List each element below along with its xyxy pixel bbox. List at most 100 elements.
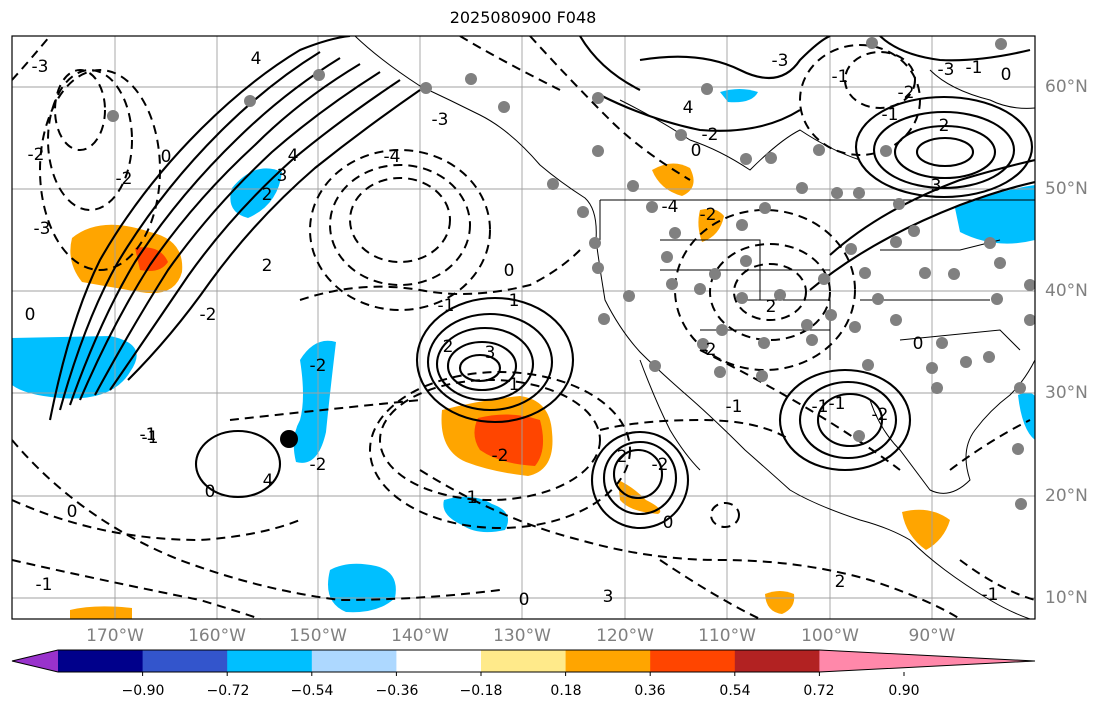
contour-label: 2 [262, 256, 273, 276]
lon-label: 170°W [86, 626, 144, 646]
red-area-west [135, 247, 168, 271]
contour-label-group: 4 -3 -2 0 -3 -2 0 -1 0 -1 -3 2 -4 -2 -1 … [25, 49, 1012, 610]
contour-label: 4 [263, 471, 274, 491]
contour-label: -3 [34, 219, 51, 239]
lon-label: 110°W [698, 626, 756, 646]
contour-label: 0 [67, 502, 78, 522]
colorbar-tick-label: −0.90 [121, 683, 165, 699]
map-panel [12, 36, 1035, 619]
contour-label: -2 [898, 83, 915, 103]
contour-label: -4 [662, 197, 679, 217]
blue-area-hawaii-north [293, 340, 336, 463]
contour-label: -3 [432, 110, 449, 130]
lon-label: 150°W [289, 626, 347, 646]
contour-label: 3 [485, 343, 496, 363]
lat-label: 50°N [1045, 179, 1088, 199]
orange-area-pacific-small [765, 591, 795, 614]
colorbar-tick-label: 0.90 [888, 683, 920, 699]
contour-label: 0 [691, 141, 702, 161]
colorbar-tick-label: −0.54 [290, 683, 334, 699]
colorbar-segment [650, 650, 736, 672]
colorbar-segment [396, 650, 482, 672]
contour-label: -1 [726, 397, 743, 417]
contour-label: -2 [310, 356, 327, 376]
contour-label: 0 [519, 590, 530, 610]
blue-area-hudson [720, 89, 758, 103]
contour-label: 4 [251, 49, 262, 69]
contour-label: -2 [700, 205, 717, 225]
lat-label: 20°N [1045, 486, 1088, 506]
colorbar-segment [142, 650, 228, 672]
blue-area-west [12, 336, 137, 399]
colorbar-segment [227, 650, 313, 672]
contour-label: 2 [443, 337, 454, 357]
lon-label: 160°W [188, 626, 246, 646]
contour-label: 2 [262, 185, 273, 205]
contour-label: 4 [288, 146, 299, 166]
colorbar-segment [565, 650, 651, 672]
contour-label: -2 [702, 125, 719, 145]
contour-label: 2 [766, 297, 777, 317]
contours-dashed [12, 36, 1035, 619]
contour-label: 1 [509, 291, 520, 311]
colorbar-tick-label: 0.72 [803, 683, 835, 699]
station-points [107, 37, 1035, 510]
colorbar-segment [481, 650, 567, 672]
colorbar-tick-label: −0.18 [459, 683, 503, 699]
contour-label: -1 [832, 67, 849, 87]
lat-label: 30°N [1045, 383, 1088, 403]
contour-label: -2 [28, 145, 45, 165]
contour-label: 4 [683, 98, 694, 118]
contour-label: -4 [384, 147, 401, 167]
contour-label: 0 [913, 334, 924, 354]
contour-label: 3 [931, 176, 942, 196]
colorbar-tick-label: 0.18 [550, 683, 582, 699]
lat-label: 10°N [1045, 588, 1088, 608]
orange-area-plains [698, 208, 724, 242]
contour-label: 0 [504, 261, 515, 281]
contour-label: -2 [116, 169, 133, 189]
contours-solid [48, 36, 1035, 530]
lat-label: 60°N [1045, 77, 1088, 97]
colorbar-extend-low [12, 650, 58, 672]
contour-label: -3 [772, 51, 789, 71]
contour-label: 3 [277, 166, 288, 186]
contour-label: -3 [32, 57, 49, 77]
colorbar-tick-label: 0.36 [634, 683, 666, 699]
lon-label: 140°W [391, 626, 449, 646]
lon-label: 120°W [596, 626, 654, 646]
contour-label: -1 [36, 575, 53, 595]
contour-label: 0 [1001, 65, 1012, 85]
contour-label: -1 [438, 296, 455, 316]
contour-label: -1 [142, 428, 159, 448]
contour-label: 2 [835, 572, 846, 592]
blue-area-east-coast [1018, 392, 1035, 440]
lon-label: 130°W [493, 626, 551, 646]
contour-label: -2 [310, 455, 327, 475]
red-area-central [474, 414, 544, 466]
contour-label: -1 [829, 394, 846, 414]
contour-label: -1 [140, 425, 157, 445]
lon-label: 100°W [801, 626, 859, 646]
contour-label: -2 [652, 455, 669, 475]
contour-label: -2 [492, 446, 509, 466]
contour-label: 3 [603, 587, 614, 607]
lon-label: 90°W [908, 626, 956, 646]
map-frame [11, 35, 1036, 620]
colorbar [11, 649, 1036, 676]
orange-area-mexico [902, 509, 950, 550]
contour-label: -1 [812, 397, 829, 417]
colorbar-extend-high [819, 650, 1035, 672]
contour-label: 1 [509, 375, 520, 395]
contour-label: -2 [700, 340, 717, 360]
anomaly-shading [12, 89, 1035, 619]
contour-label: 1 [467, 488, 478, 508]
contour-label: 2 [939, 116, 950, 136]
blue-area-south [443, 496, 509, 533]
contour-label: -1 [982, 585, 999, 605]
contour-label: -2 [200, 305, 217, 325]
colorbar-tick-label: 0.54 [719, 683, 751, 699]
reference-point [280, 430, 298, 448]
orange-area-canada [652, 163, 694, 196]
